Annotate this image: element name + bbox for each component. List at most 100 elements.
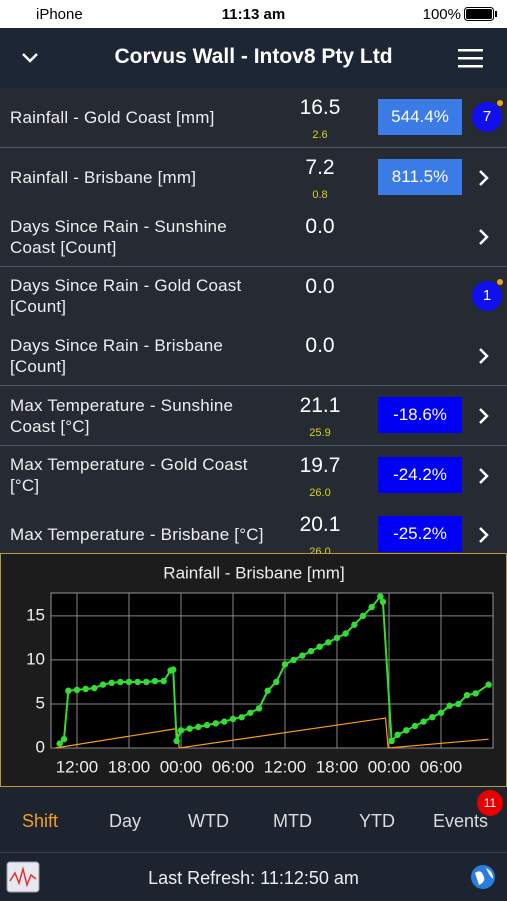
data-point bbox=[420, 718, 427, 725]
carrier: iPhone bbox=[36, 6, 83, 23]
last-refresh: Last Refresh: 11:12:50 am bbox=[148, 868, 359, 888]
kpi-label: Max Temperature - Gold Coast [°C] bbox=[10, 455, 248, 496]
chevron-shape bbox=[479, 408, 489, 424]
kpi-change: -25.2% bbox=[378, 516, 462, 553]
globe-button[interactable] bbox=[469, 863, 497, 891]
tab[interactable]: WTD bbox=[188, 811, 229, 831]
data-point bbox=[247, 709, 254, 716]
kpi-label: Max Temperature - Sunshine Coast [°C] bbox=[10, 395, 234, 436]
chevron-shape bbox=[479, 169, 489, 186]
kpi-value: 0.0 bbox=[305, 334, 335, 358]
chevron-right bbox=[479, 348, 489, 365]
kpi-target: 26.0 bbox=[309, 546, 331, 553]
data-point bbox=[485, 681, 492, 688]
kpi-change: 544.4% bbox=[378, 99, 462, 135]
data-point bbox=[463, 691, 471, 699]
kpi-target: 0.8 bbox=[312, 188, 328, 201]
data-point bbox=[273, 678, 280, 686]
data-point bbox=[368, 603, 375, 611]
kpi-row[interactable]: Days Since Rain - Gold Coast [Count] 0.0 1 bbox=[0, 266, 507, 327]
data-point bbox=[429, 713, 436, 721]
tab[interactable]: Events bbox=[433, 811, 489, 831]
data-point bbox=[290, 656, 297, 664]
data-point bbox=[255, 705, 263, 712]
kpi-value: 0.0 bbox=[305, 215, 335, 239]
header: Corvus Wall - Intov8 Pty Ltd bbox=[0, 28, 507, 89]
data-point bbox=[377, 593, 384, 600]
chart: Rainfall - Brisbane [mm] 0 5 10 15 12:00 18:0… bbox=[26, 563, 494, 776]
tab[interactable]: Shift bbox=[22, 811, 59, 831]
x-tick-label: 18:00 bbox=[108, 757, 151, 776]
x-tick-label: 12:00 bbox=[264, 757, 307, 776]
data-point bbox=[342, 630, 349, 637]
data-point bbox=[143, 678, 150, 686]
data-point bbox=[160, 677, 167, 685]
data-point bbox=[359, 612, 367, 620]
kpi-change: -24.2% bbox=[378, 456, 462, 493]
footer: Last Refresh: 11:12:50 am bbox=[0, 852, 507, 901]
chevron-right bbox=[479, 467, 489, 484]
kpi-label: Days Since Rain - Sunshine Coast [Count] bbox=[10, 216, 227, 257]
events-badge: 11 bbox=[477, 790, 503, 816]
chevron-shape bbox=[479, 229, 489, 246]
kpi-list: Rainfall - Gold Coast [mm] 16.5 2.6 544.4% 7… bbox=[0, 88, 507, 553]
chart-title: Rainfall - Brisbane [mm] bbox=[163, 563, 344, 582]
kpi-row[interactable]: Max Temperature - Sunshine Coast [°C] 21.… bbox=[0, 386, 507, 446]
notification-dot bbox=[497, 278, 503, 285]
data-point bbox=[91, 684, 98, 692]
chevron-right bbox=[479, 229, 489, 246]
data-point bbox=[455, 700, 462, 708]
data-point bbox=[281, 661, 289, 668]
data-point bbox=[56, 740, 63, 747]
data-point bbox=[99, 681, 107, 688]
x-tick-label: 12:00 bbox=[56, 757, 99, 776]
y-tick-label: 10 bbox=[26, 649, 45, 668]
data-point bbox=[472, 690, 479, 697]
x-tick-label: 06:00 bbox=[212, 757, 255, 776]
menu-button[interactable] bbox=[457, 47, 485, 69]
status-bar: iPhone 11:13 am 100% bbox=[0, 0, 507, 28]
data-point bbox=[229, 715, 237, 723]
data-point bbox=[170, 666, 177, 673]
collapse-button[interactable] bbox=[20, 50, 40, 64]
data-point bbox=[125, 678, 133, 686]
kpi-row[interactable]: Rainfall - Gold Coast [mm] 16.5 2.6 544.4% 7 bbox=[0, 88, 507, 148]
header-title: Corvus Wall - Intov8 Pty Ltd bbox=[114, 45, 393, 68]
chevron-shape bbox=[479, 348, 489, 365]
y-tick-label: 15 bbox=[26, 605, 45, 624]
kpi-row[interactable]: Max Temperature - Gold Coast [°C] 19.7 26.… bbox=[0, 445, 507, 506]
data-point bbox=[333, 634, 341, 642]
kpi-target: 25.9 bbox=[309, 427, 331, 439]
kpi-value: 19.7 bbox=[299, 453, 341, 477]
notification-dot bbox=[497, 100, 503, 106]
tab[interactable]: YTD bbox=[359, 811, 395, 831]
kpi-row[interactable]: Rainfall - Brisbane [mm] 7.2 0.8 811.5% bbox=[0, 147, 507, 208]
kpi-value: 7.2 bbox=[305, 155, 335, 179]
kpi-value: 0.0 bbox=[305, 274, 335, 298]
kpi-change: -18.6% bbox=[378, 397, 462, 433]
data-point bbox=[117, 678, 124, 686]
kpi-label: Days Since Rain - Gold Coast [Count] bbox=[10, 276, 242, 317]
kpi-target: 2.6 bbox=[312, 129, 328, 141]
x-tick-label: 06:00 bbox=[420, 757, 463, 776]
x-tick-label: 18:00 bbox=[316, 757, 359, 776]
data-point bbox=[195, 723, 202, 731]
data-point bbox=[212, 720, 219, 727]
chart-panel: Rainfall - Brisbane [mm] 0 5 10 15 12:00 18:0… bbox=[0, 553, 507, 787]
tab[interactable]: MTD bbox=[273, 811, 312, 831]
app-icon[interactable] bbox=[6, 861, 40, 893]
tab[interactable]: Day bbox=[109, 811, 142, 831]
kpi-row[interactable]: Days Since Rain - Sunshine Coast [Count]… bbox=[0, 207, 507, 268]
chevron-right bbox=[479, 527, 489, 544]
kpi-row[interactable]: Max Temperature - Brisbane [°C] 20.1 26.0 -… bbox=[0, 505, 507, 553]
data-point bbox=[403, 727, 410, 734]
kpi-target: 26.0 bbox=[309, 486, 331, 499]
x-tick-label: 00:00 bbox=[160, 757, 203, 776]
y-tick-label: 5 bbox=[36, 693, 45, 712]
data-point bbox=[299, 652, 306, 659]
notification-badge: 7 bbox=[472, 102, 502, 132]
kpi-row[interactable]: Days Since Rain - Brisbane [Count] 0.0 bbox=[0, 326, 507, 387]
chevron-shape bbox=[479, 467, 489, 484]
data-point bbox=[379, 598, 387, 606]
